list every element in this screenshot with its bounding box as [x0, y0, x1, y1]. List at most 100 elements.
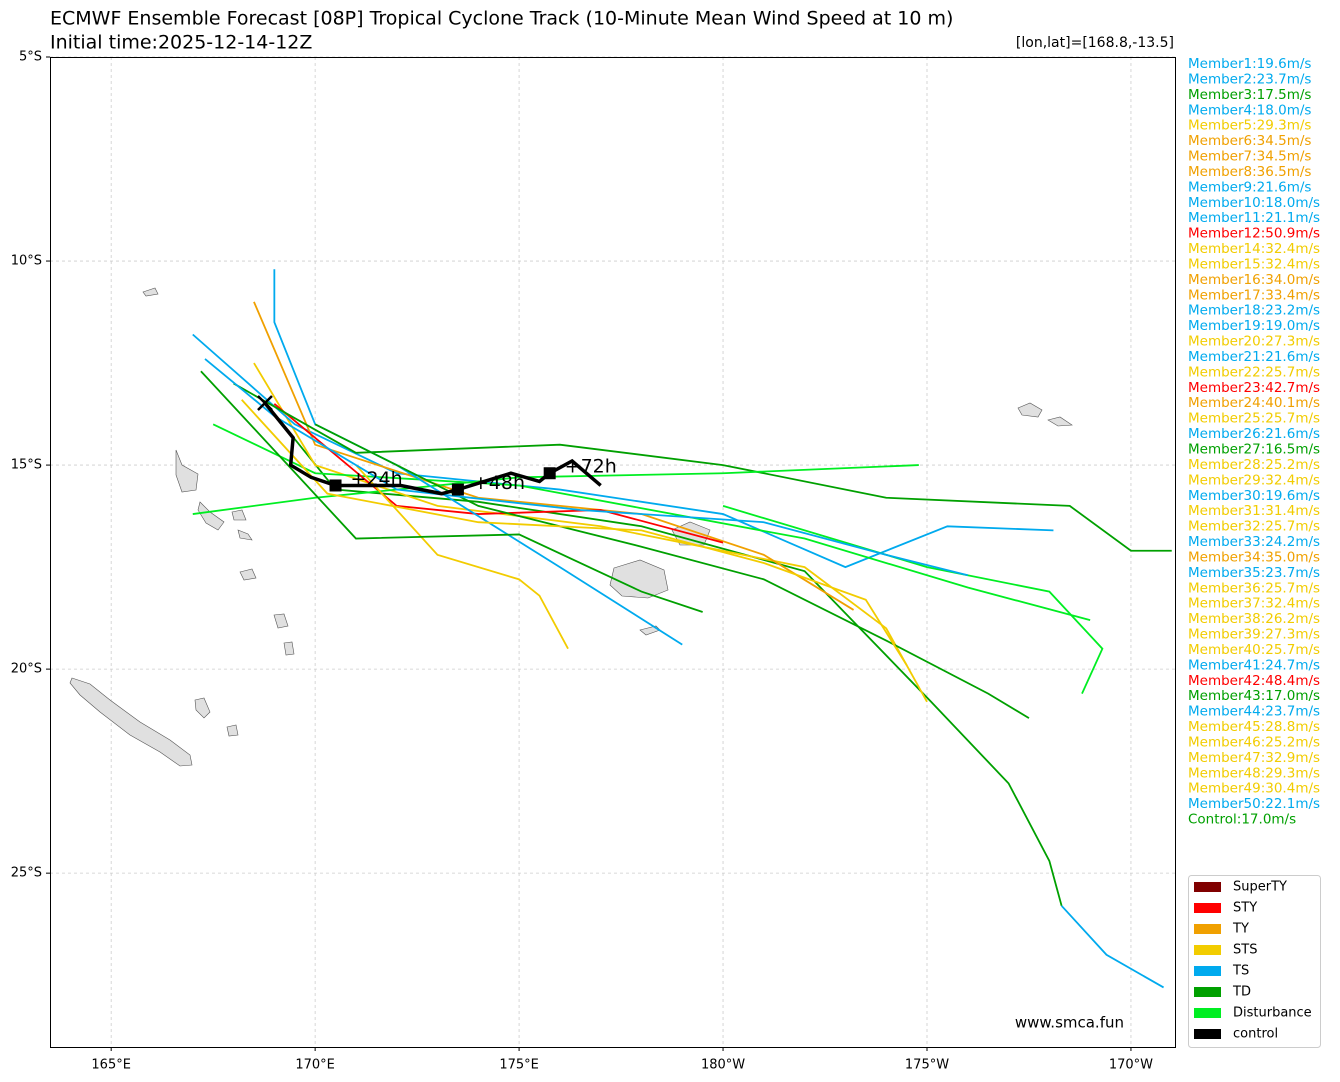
- member-track: [1060, 905, 1165, 989]
- member-label: Member31:31.4m/s: [1188, 503, 1320, 519]
- island: [226, 724, 239, 737]
- member-label: Member34:35.0m/s: [1188, 549, 1320, 565]
- member-label: Member26:21.6m/s: [1188, 426, 1320, 442]
- legend-swatch: [1194, 945, 1221, 955]
- x-tick-label: 170°W: [1109, 1058, 1153, 1073]
- member-label: Member27:16.5m/s: [1188, 442, 1320, 458]
- y-tick-label: 15°S: [11, 458, 42, 473]
- legend-swatch: [1194, 987, 1221, 997]
- member-label: Member4:18.0m/s: [1188, 102, 1311, 118]
- member-label: Member22:25.7m/s: [1188, 364, 1320, 380]
- member-track: [241, 399, 908, 666]
- x-tick-label: 165°E: [91, 1058, 131, 1073]
- chart-title: ECMWF Ensemble Forecast [08P] Tropical C…: [50, 8, 953, 30]
- member-label: Member1:19.6m/s: [1188, 56, 1311, 72]
- island: [197, 501, 225, 531]
- island: [239, 568, 257, 581]
- island: [1047, 416, 1073, 427]
- island: [231, 509, 247, 521]
- legend-swatch: [1194, 966, 1221, 976]
- watermark: www.smca.fun: [1015, 1014, 1124, 1032]
- member-label: Member20:27.3m/s: [1188, 334, 1320, 350]
- x-tick-label: 175°E: [499, 1058, 539, 1073]
- member-label: Member41:24.7m/s: [1188, 657, 1320, 673]
- member-label: Member19:19.0m/s: [1188, 318, 1320, 334]
- member-label: Member5:29.3m/s: [1188, 118, 1311, 134]
- time-marker: [451, 483, 464, 496]
- legend-label: Disturbance: [1233, 1006, 1312, 1021]
- member-label: Member17:33.4m/s: [1188, 287, 1320, 303]
- legend-label: TS: [1232, 964, 1249, 979]
- island: [237, 529, 253, 541]
- legend-label: STY: [1233, 901, 1257, 916]
- member-label: Member36:25.7m/s: [1188, 580, 1320, 596]
- island: [1017, 402, 1043, 418]
- member-label: Member9:21.6m/s: [1188, 179, 1311, 195]
- legend-swatch: [1194, 882, 1221, 892]
- legend-swatch: [1194, 1008, 1221, 1018]
- y-tick-label: 10°S: [11, 254, 42, 269]
- legend-swatch: [1194, 924, 1221, 934]
- member-label: Member15:32.4m/s: [1188, 256, 1320, 272]
- start-marker: [257, 395, 273, 411]
- member-label: Member25:25.7m/s: [1188, 411, 1320, 427]
- member-label: Member10:18.0m/s: [1188, 195, 1320, 211]
- member-label: Member6:34.5m/s: [1188, 133, 1311, 149]
- land: [69, 287, 1073, 767]
- x-tick-label: 170°E: [295, 1058, 335, 1073]
- member-track: [233, 382, 1172, 552]
- island: [142, 287, 159, 297]
- time-label: +24h: [351, 468, 403, 490]
- member-label: Member44:23.7m/s: [1188, 704, 1320, 720]
- time-marker: [543, 467, 556, 480]
- legend-label: SuperTY: [1233, 880, 1287, 895]
- y-tick-label: 5°S: [19, 50, 42, 65]
- plot-frame: [50, 57, 1176, 1048]
- island: [194, 697, 211, 719]
- member-label: Member14:32.4m/s: [1188, 241, 1320, 257]
- time-marker: [329, 479, 342, 492]
- legend-label: STS: [1233, 943, 1257, 958]
- member-track: [212, 423, 1091, 622]
- x-tick-label: 175°W: [905, 1058, 949, 1073]
- member-label: Member29:32.4m/s: [1188, 472, 1320, 488]
- member-label: Member50:22.1m/s: [1188, 796, 1320, 812]
- legend-label: TD: [1232, 985, 1251, 1000]
- member-label: Member12:50.9m/s: [1188, 226, 1320, 242]
- member-label: Member21:21.6m/s: [1188, 349, 1320, 365]
- member-label: Member30:19.6m/s: [1188, 488, 1320, 504]
- member-label: Member3:17.5m/s: [1188, 87, 1311, 103]
- member-label: Member37:32.4m/s: [1188, 596, 1320, 612]
- member-label: Member7:34.5m/s: [1188, 149, 1311, 165]
- member-label: Member8:36.5m/s: [1188, 164, 1311, 180]
- island: [273, 613, 289, 629]
- member-label: Member18:23.2m/s: [1188, 303, 1320, 319]
- time-label: +48h: [473, 472, 525, 494]
- member-label: Member48:29.3m/s: [1188, 765, 1320, 781]
- y-tick-label: 20°S: [11, 662, 42, 677]
- member-track: [253, 362, 928, 703]
- member-track: [200, 370, 703, 613]
- island: [175, 449, 199, 493]
- member-label: Member24:40.1m/s: [1188, 395, 1320, 411]
- legend-label: TY: [1232, 922, 1249, 937]
- member-label: Member32:25.7m/s: [1188, 519, 1320, 535]
- member-label: Member46:25.2m/s: [1188, 734, 1320, 750]
- island: [609, 559, 669, 599]
- member-track: [253, 301, 855, 611]
- member-label: Member42:48.4m/s: [1188, 673, 1320, 689]
- member-label: Member39:27.3m/s: [1188, 627, 1320, 643]
- legend-swatch: [1194, 903, 1221, 913]
- member-track: [314, 423, 1030, 719]
- member-track: [355, 464, 569, 650]
- position-label: [lon,lat]=[168.8,-13.5]: [1016, 35, 1174, 51]
- member-label: Member33:24.2m/s: [1188, 534, 1320, 550]
- y-tick-label: 25°S: [11, 866, 42, 881]
- member-label: Member23:42.7m/s: [1188, 380, 1320, 396]
- member-label: Member35:23.7m/s: [1188, 565, 1320, 581]
- member-label: Member2:23.7m/s: [1188, 71, 1311, 87]
- member-label: Member28:25.2m/s: [1188, 457, 1320, 473]
- chart-subtitle: Initial time:2025-12-14-12Z: [50, 32, 312, 54]
